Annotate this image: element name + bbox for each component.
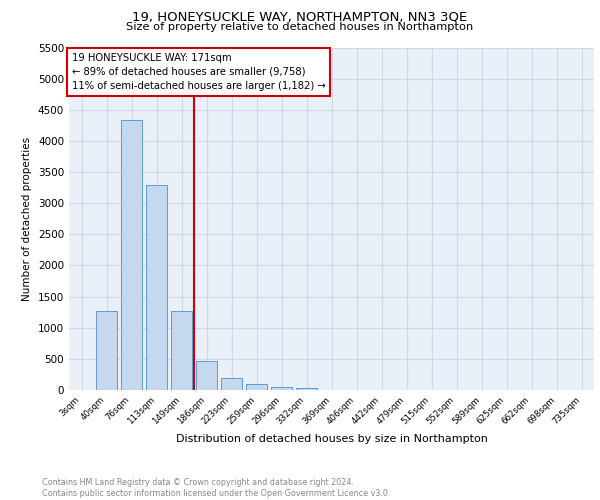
Bar [221, 378, 242, 390]
Text: Size of property relative to detached houses in Northampton: Size of property relative to detached ho… [127, 22, 473, 32]
Bar [96, 311, 117, 390]
Text: Contains HM Land Registry data © Crown copyright and database right 2024.
Contai: Contains HM Land Registry data © Crown c… [42, 478, 391, 498]
Y-axis label: Number of detached properties: Number of detached properties [22, 136, 32, 301]
Bar [296, 388, 317, 390]
X-axis label: Distribution of detached houses by size in Northampton: Distribution of detached houses by size … [176, 434, 487, 444]
Bar [271, 386, 292, 390]
Bar [246, 384, 267, 390]
Text: 19, HONEYSUCKLE WAY, NORTHAMPTON, NN3 3QE: 19, HONEYSUCKLE WAY, NORTHAMPTON, NN3 3Q… [133, 11, 467, 24]
Bar [196, 360, 217, 390]
Bar [121, 120, 142, 390]
Text: 19 HONEYSUCKLE WAY: 171sqm
← 89% of detached houses are smaller (9,758)
11% of s: 19 HONEYSUCKLE WAY: 171sqm ← 89% of deta… [71, 52, 325, 90]
Bar [171, 311, 192, 390]
Bar [146, 185, 167, 390]
